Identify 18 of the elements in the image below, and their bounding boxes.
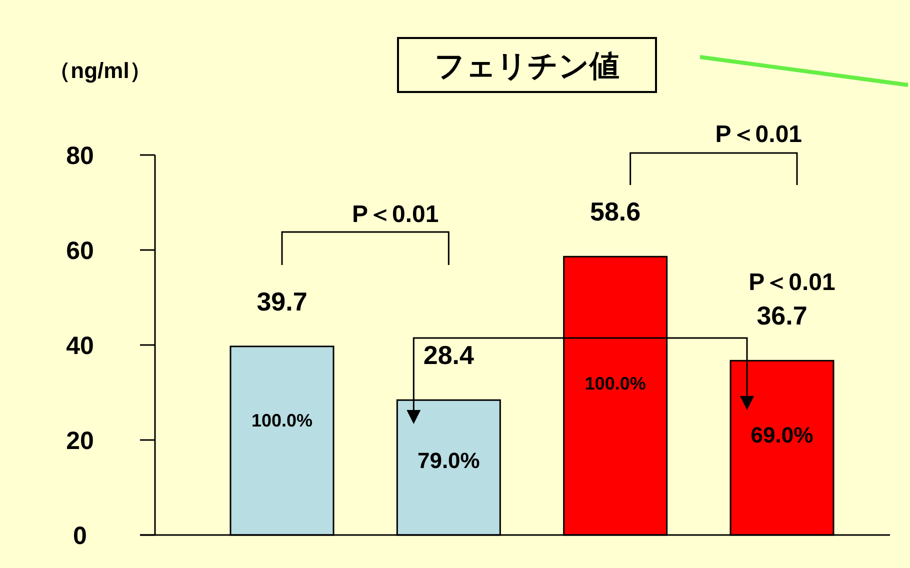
y-tick-label: 40 (66, 332, 94, 360)
data-label: 39.7 (256, 286, 308, 316)
chart-title: フェリチン値 (434, 50, 620, 83)
y-tick-label: 60 (66, 237, 94, 265)
y-tick-label: 20 (66, 427, 94, 455)
annotation: 100.0% (584, 374, 646, 394)
annotation: 69.0% (750, 422, 814, 448)
data-label: 36.7 (756, 300, 808, 331)
y-axis-title: （ng/ml） (48, 58, 152, 83)
y-tick-label: 0 (73, 522, 87, 550)
y-tick-label: 80 (66, 142, 94, 170)
data-label: 58.6 (590, 196, 641, 227)
text: P＜0.01 (715, 121, 802, 148)
data-label: 28.4 (423, 340, 475, 370)
annotation: P＜0.01 (352, 201, 439, 228)
annotation: 100.0% (251, 410, 313, 430)
annotation: 79.0% (417, 448, 480, 474)
annotation: P＜0.01 (748, 269, 836, 296)
